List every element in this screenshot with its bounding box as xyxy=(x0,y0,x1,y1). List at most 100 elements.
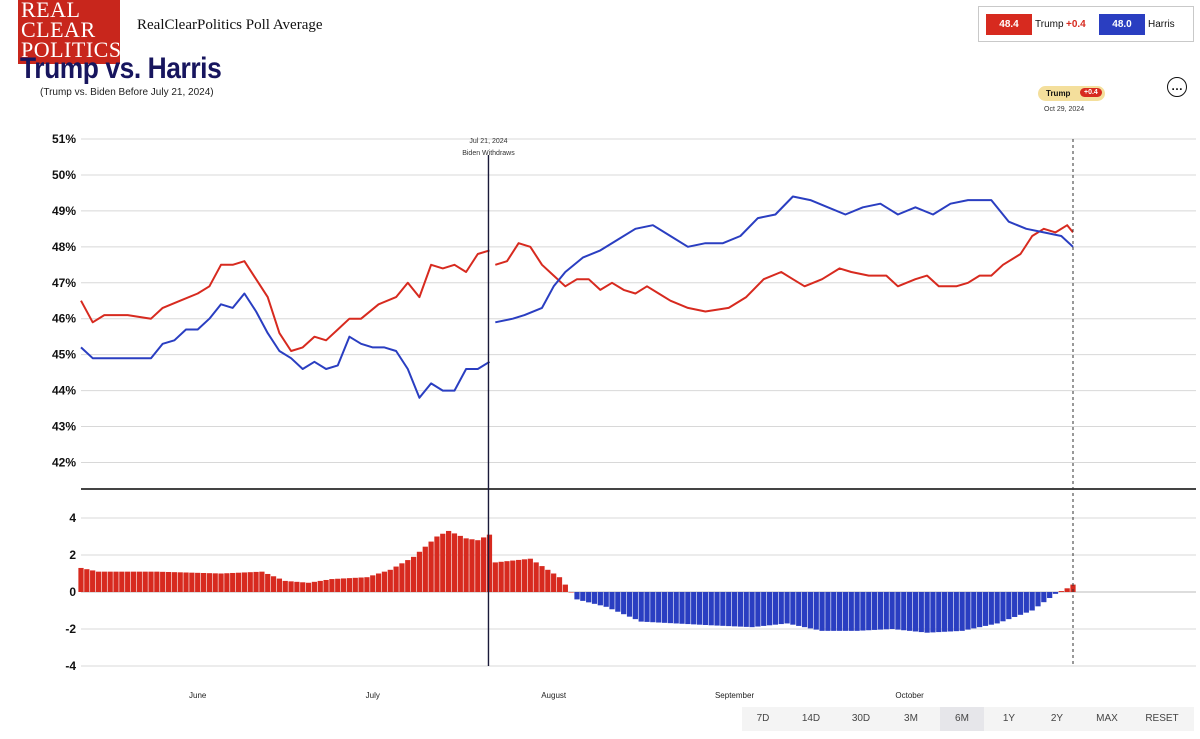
current-leader-badge: Trump +0.4 xyxy=(1038,86,1105,101)
spread-bar xyxy=(959,592,965,631)
spread-bar xyxy=(1000,592,1006,622)
spread-bar xyxy=(498,561,504,592)
spread-bar xyxy=(516,559,522,592)
bottom-y-tick-label: 4 xyxy=(69,511,76,525)
spread-bar xyxy=(352,577,358,592)
range-button-reset[interactable]: RESET xyxy=(1145,713,1179,724)
spread-bar xyxy=(265,573,271,592)
site-title: RealClearPolitics Poll Average xyxy=(137,17,323,33)
spread-bar xyxy=(924,592,930,633)
spread-bar xyxy=(673,592,679,624)
poll-chart[interactable]: 42% 43% 44% 45% 46% 47% 48% 49% 50% 51% -4 -2 0 2 4 J… xyxy=(0,0,1200,700)
spread-bar xyxy=(381,571,388,592)
spread-bar xyxy=(195,572,201,592)
spread-bar xyxy=(1058,591,1064,592)
spread-bar xyxy=(988,592,994,625)
spread-bar xyxy=(819,592,825,631)
spread-bar xyxy=(889,592,895,629)
spread-bar xyxy=(136,571,142,592)
range-button-7d[interactable]: 7D xyxy=(756,713,770,724)
range-button-2y[interactable]: 2Y xyxy=(1050,713,1064,724)
spread-bar xyxy=(84,569,90,592)
spread-bar xyxy=(148,571,154,592)
spread-bar xyxy=(790,592,796,625)
range-button-1y[interactable]: 1Y xyxy=(1002,713,1016,724)
top-y-tick-label: 47% xyxy=(52,276,76,290)
logo-line-1: REAL xyxy=(21,0,81,22)
spread-bar xyxy=(533,562,539,592)
spread-bar xyxy=(936,592,942,633)
spread-bar xyxy=(451,533,458,592)
spread-bar xyxy=(731,592,738,627)
spread-bar xyxy=(918,592,924,633)
spread-bar xyxy=(340,578,347,592)
spread-bar xyxy=(259,571,265,592)
badge-leader-name: Trump xyxy=(1046,89,1071,98)
range-button-14d[interactable]: 14D xyxy=(801,713,821,724)
spread-bar xyxy=(562,584,568,592)
spread-bar xyxy=(1017,592,1024,615)
x-axis: June July August September October xyxy=(189,691,924,700)
spread-bar xyxy=(154,571,160,592)
spread-bar xyxy=(1023,592,1029,613)
spread-bar xyxy=(702,592,708,625)
spread-bar xyxy=(708,592,714,626)
trump-poll-line xyxy=(495,224,1074,313)
trump-legend-name: Trump xyxy=(1035,19,1064,30)
spread-bar xyxy=(749,592,755,628)
bottom-y-axis: -4 -2 0 2 4 xyxy=(65,511,76,673)
spread-bar xyxy=(661,592,668,623)
spread-bar xyxy=(860,592,866,631)
spread-bar xyxy=(994,592,1000,624)
spread-bar xyxy=(492,562,498,592)
spread-bar xyxy=(486,534,493,592)
range-button-6m[interactable]: 6M xyxy=(940,707,984,731)
spread-bar xyxy=(877,592,884,630)
spread-bar xyxy=(691,592,697,625)
spread-bar xyxy=(235,572,242,592)
trump-spread: +0.4 xyxy=(1066,19,1086,30)
spread-bar xyxy=(481,537,487,592)
spread-bar xyxy=(317,580,323,592)
more-options-icon[interactable]: … xyxy=(1167,77,1187,97)
spread-bar xyxy=(200,572,207,592)
spread-bar xyxy=(113,571,119,592)
bottom-y-tick-label: 2 xyxy=(69,548,76,562)
spread-bar xyxy=(294,581,300,592)
logo-line-2: CLEAR xyxy=(21,17,96,42)
spread-bar xyxy=(434,536,440,592)
range-button-max[interactable]: MAX xyxy=(1096,713,1118,724)
spread-bar xyxy=(761,592,767,626)
spread-bar xyxy=(387,569,393,592)
spread-bar xyxy=(726,592,732,627)
spread-bar xyxy=(364,577,370,592)
range-button-3m[interactable]: 3M xyxy=(904,713,918,724)
spread-bar xyxy=(247,572,253,592)
spread-bar xyxy=(784,592,790,624)
spread-bar xyxy=(796,592,802,626)
spread-bar xyxy=(1006,592,1012,620)
spread-bar xyxy=(977,592,983,628)
spread-bar xyxy=(422,546,428,592)
spread-bar xyxy=(632,592,638,620)
spread-bar xyxy=(253,571,259,592)
spread-bar xyxy=(171,572,177,592)
spread-bar xyxy=(370,575,376,592)
spread-bar xyxy=(165,571,172,592)
spread-bar xyxy=(580,592,586,601)
spread-bar xyxy=(78,567,84,592)
x-tick-label: June xyxy=(189,691,207,700)
spread-bar xyxy=(311,581,318,592)
spread-bar xyxy=(1041,592,1047,603)
spread-bar xyxy=(282,580,288,592)
spread-bar xyxy=(574,592,580,600)
spread-bar xyxy=(685,592,691,625)
top-y-tick-label: 46% xyxy=(52,312,76,326)
spread-bar xyxy=(901,592,907,631)
range-button-30d[interactable]: 30D xyxy=(851,713,871,724)
x-tick-label: July xyxy=(366,691,380,700)
spread-bar xyxy=(510,560,516,592)
spread-bar xyxy=(743,592,749,627)
rcp-logo[interactable]: REAL CLEAR POLITICS xyxy=(18,0,120,64)
spread-bar xyxy=(1047,592,1053,599)
